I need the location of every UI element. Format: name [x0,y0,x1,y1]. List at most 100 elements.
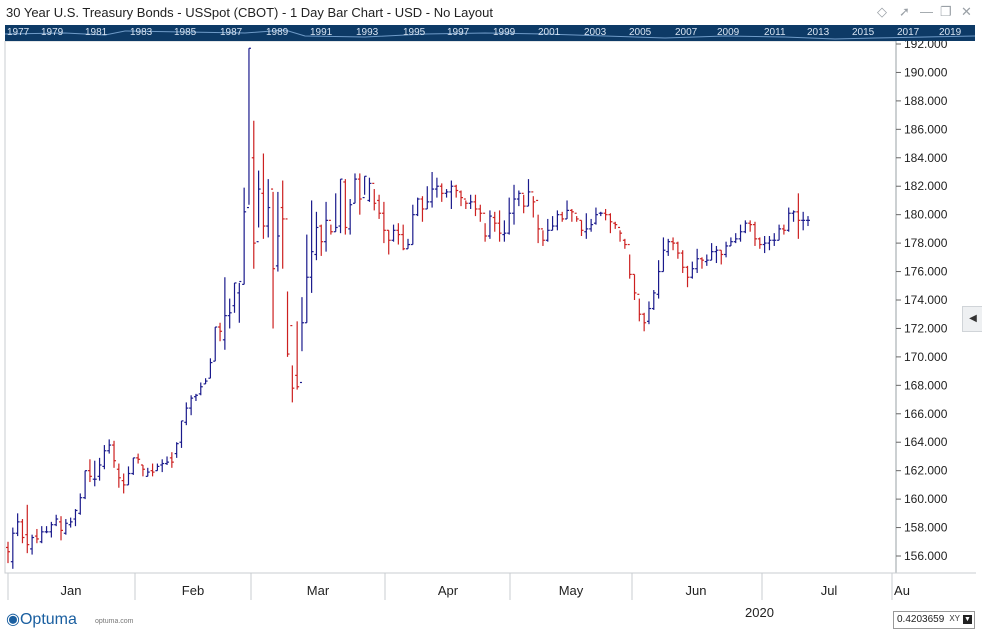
ohlc-bar [102,445,107,470]
ohlc-bar [304,234,309,324]
ohlc-bar [333,193,338,233]
overview-year-1987: 1987 [220,27,243,38]
ohlc-bar [348,199,353,235]
logo-url: optuma.com [95,618,134,625]
ohlc-bar [136,453,141,464]
y-tick-label: 174.000 [904,293,948,307]
ohlc-bar [545,218,550,242]
ohlc-bar [6,541,10,564]
readout-mode: XY [949,614,960,623]
ohlc-bar [39,526,44,544]
ohlc-bar [309,200,314,293]
ohlc-bar [642,312,647,332]
overview-year-1979: 1979 [41,27,64,38]
ohlc-bar [34,528,39,544]
ohlc-bar [377,194,382,219]
overview-year-2013: 2013 [807,27,830,38]
scroll-left-arrow[interactable]: ◀ [962,306,982,332]
x-tick-label: Mar [307,583,330,598]
ohlc-bar [237,280,242,323]
ohlc-bar [801,211,806,231]
year-label: 2020 [745,605,774,620]
x-tick-label: Apr [438,583,459,598]
ohlc-bar [150,463,155,477]
footer-bar: ◉Optuma optuma.com 2020 0.4203659 XY ▼ [0,605,982,635]
overview-year-2009: 2009 [717,27,740,38]
ohlc-bar [608,213,613,234]
ohlc-bar [473,194,478,217]
ohlc-bar [719,249,724,265]
overview-year-1989: 1989 [266,27,289,38]
optuma-logo: ◉Optuma [6,611,77,628]
ohlc-bar [251,120,256,269]
ohlc-bar [613,221,618,229]
ohlc-bar [806,216,810,227]
ohlc-bar [560,211,565,222]
ohlc-bar [752,221,757,246]
ohlc-bar [656,260,661,299]
ohlc-bar [743,220,748,234]
readout-dropdown-button[interactable]: ▼ [963,615,972,624]
ohlc-bar [593,207,598,225]
restore-icon[interactable]: ❐ [940,4,952,19]
ohlc-bar [690,261,695,279]
overview-year-2003: 2003 [584,27,607,38]
ohlc-bar [410,204,415,246]
ohlc-bar [184,402,189,426]
overview-year-1981: 1981 [85,27,108,38]
ohlc-bar [584,213,589,239]
ohlc-bar [87,459,92,483]
ohlc-bar [618,226,623,242]
overview-scroll-bar[interactable]: 1977 1979 1981 1983 1985 1987 1989 1991 1993 1995… [5,25,975,41]
ohlc-bar [54,514,59,527]
ohlc-bar [762,236,767,254]
ohlc-bar [352,173,357,204]
ohlc-bar [791,210,796,222]
diamond-icon[interactable]: ◇ [877,4,887,19]
ohlc-bar [786,207,791,232]
y-tick-label: 172.000 [904,321,948,335]
ohlc-bar [430,172,435,208]
ohlc-bar [213,326,218,362]
cursor-readout[interactable]: 0.4203659 XY ▼ [893,611,975,629]
ohlc-bar [449,180,454,209]
ohlc-bar [319,224,324,256]
ohlc-bar [637,293,642,322]
ohlc-bar [25,504,30,554]
ohlc-bar [463,198,468,209]
ohlc-bar [565,200,570,220]
ohlc-bar [232,282,237,313]
ohlc-bar [155,463,160,472]
minimize-icon[interactable]: — [920,4,933,19]
ohlc-bar [772,233,777,246]
ohlc-bar [796,193,801,239]
overview-year-1977: 1977 [7,27,30,38]
overview-year-2011: 2011 [764,27,786,38]
ohlc-bar [381,201,386,244]
y-tick-label: 168.000 [904,378,948,392]
ohlc-bar [459,190,464,207]
overview-year-1999: 1999 [493,27,516,38]
ohlc-bar [59,516,64,541]
ohlc-bar [386,229,391,255]
ohlc-bar [699,257,704,269]
ohlc-bar [632,273,637,300]
pin-icon[interactable]: ➚ [899,4,910,19]
y-tick-label: 186.000 [904,122,948,136]
y-tick-label: 162.000 [904,464,948,478]
overview-year-1991: 1991 [310,27,333,38]
ohlc-bar [126,466,131,486]
x-tick-label: Jan [61,583,82,598]
ohlc-bar [131,457,136,475]
ohlc-bar [536,199,541,244]
ohlc-bar [661,237,666,273]
close-icon[interactable]: ✕ [961,4,972,19]
title-bar: 30 Year U.S. Treasury Bonds - USSpot (CB… [0,0,982,25]
y-tick-label: 176.000 [904,265,948,279]
x-tick-label: May [559,583,584,598]
x-tick-label: Jul [821,583,838,598]
ohlc-bar [781,224,786,235]
ohlc-bar [174,442,179,458]
price-chart[interactable]: 156.000 158.000 160.000 162.000 164.000 166.0… [0,41,982,605]
ohlc-bar [444,189,449,198]
